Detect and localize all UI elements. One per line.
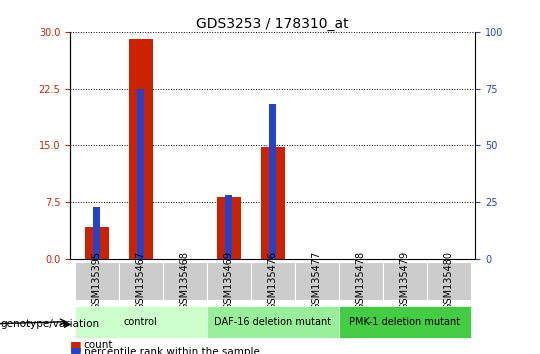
FancyBboxPatch shape	[383, 262, 427, 300]
Text: GSM135477: GSM135477	[312, 251, 322, 310]
FancyBboxPatch shape	[295, 262, 339, 300]
Title: GDS3253 / 178310_at: GDS3253 / 178310_at	[197, 17, 349, 31]
Bar	[84, 227, 109, 259]
FancyBboxPatch shape	[427, 262, 471, 300]
Text: GSM135476: GSM135476	[268, 251, 278, 310]
Text: ■: ■	[70, 339, 82, 352]
Text: GSM135479: GSM135479	[400, 251, 410, 310]
FancyBboxPatch shape	[251, 262, 295, 300]
Text: ■: ■	[70, 346, 82, 354]
Text: ▶: ▶	[64, 319, 72, 329]
Text: GSM135395: GSM135395	[92, 251, 102, 310]
Bar	[225, 195, 232, 259]
Text: GSM135469: GSM135469	[224, 251, 234, 310]
Text: count: count	[84, 340, 113, 350]
Text: GSM135478: GSM135478	[356, 251, 366, 310]
Bar	[137, 88, 144, 259]
Bar	[93, 207, 100, 259]
Bar	[261, 147, 285, 259]
Bar	[269, 104, 276, 259]
Text: DAF-16 deletion mutant: DAF-16 deletion mutant	[214, 316, 331, 327]
FancyBboxPatch shape	[75, 262, 119, 300]
Text: PMK-1 deletion mutant: PMK-1 deletion mutant	[349, 316, 460, 327]
Text: genotype/variation: genotype/variation	[0, 319, 99, 329]
FancyBboxPatch shape	[163, 262, 207, 300]
Text: GSM135467: GSM135467	[136, 251, 146, 310]
Text: control: control	[124, 316, 158, 327]
FancyBboxPatch shape	[339, 262, 383, 300]
Text: GSM135468: GSM135468	[180, 251, 190, 310]
FancyBboxPatch shape	[207, 306, 339, 338]
Bar	[129, 39, 153, 259]
FancyBboxPatch shape	[339, 306, 471, 338]
FancyBboxPatch shape	[75, 306, 207, 338]
FancyBboxPatch shape	[207, 262, 251, 300]
Text: percentile rank within the sample: percentile rank within the sample	[84, 347, 260, 354]
Text: GSM135480: GSM135480	[444, 251, 454, 310]
FancyBboxPatch shape	[119, 262, 163, 300]
Bar	[217, 197, 241, 259]
